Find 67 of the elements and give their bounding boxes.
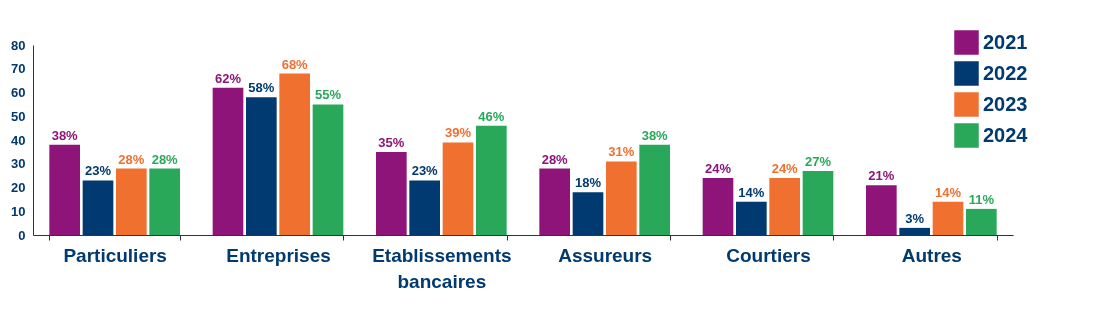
data-label: 3% [905,210,925,226]
bar [802,170,834,235]
data-label: 31% [608,144,635,160]
y-tick-label: 80 [11,37,26,53]
data-label: 39% [444,125,472,141]
data-label: 46% [478,108,505,124]
data-label: 24% [704,161,732,176]
bar [409,180,440,235]
bar [212,87,244,235]
data-label: 35% [378,134,405,150]
bar [246,97,277,235]
data-label: 23% [84,163,112,179]
bar [866,185,897,235]
data-label: 28% [541,151,569,167]
bar [769,178,800,235]
y-tick-label: 50 [11,108,26,124]
bar [899,227,930,235]
bar [966,208,997,235]
bar [442,142,474,235]
x-tick-label: Autres [901,244,962,266]
bar [702,178,734,235]
data-label: 14% [738,184,765,200]
bar [116,168,147,235]
data-label: 14% [934,184,962,200]
x-tick-label: Particuliers [63,244,167,266]
y-tick-label: 60 [11,85,26,100]
x-tick-label: Entreprises [226,244,331,266]
data-label: 24% [771,161,799,176]
bar [279,73,310,235]
bar [539,168,570,235]
bar [82,180,114,235]
y-tick-label: 0 [18,227,26,243]
legend-label: 2021 [983,30,1028,53]
y-tick-label: 40 [11,132,26,148]
legend-label: 2022 [983,61,1028,84]
y-tick-label: 20 [11,180,26,195]
data-label: 38% [51,127,79,143]
data-label: 58% [248,80,275,96]
data-label: 38% [641,127,669,143]
bar [606,161,637,235]
data-label: 21% [868,168,895,184]
data-label: 27% [804,153,832,169]
bar [49,144,80,235]
y-tick-label: 30 [11,156,26,172]
bar [736,201,767,235]
data-label: 18% [574,175,602,191]
legend-label: 2024 [983,123,1029,146]
bar [312,104,344,235]
bar [149,168,180,235]
legend-label: 2023 [983,92,1028,115]
data-label: 11% [968,191,995,207]
y-tick-label: 10 [11,203,26,219]
bar [376,151,407,235]
data-label: 28% [151,151,179,167]
bar [476,125,507,235]
x-tick-label: Assureurs [558,244,653,266]
y-tick-label: 70 [11,61,26,77]
bar [572,192,604,235]
data-label: 23% [411,163,439,179]
data-label: 28% [118,151,145,167]
x-tick-label: Courtiers [726,244,811,266]
bar [932,201,964,235]
data-label: 68% [281,56,309,72]
bar [639,144,670,235]
data-label: 62% [214,70,242,86]
x-tick-label: Etablissements bancaires [372,244,512,292]
data-label: 55% [314,87,342,103]
